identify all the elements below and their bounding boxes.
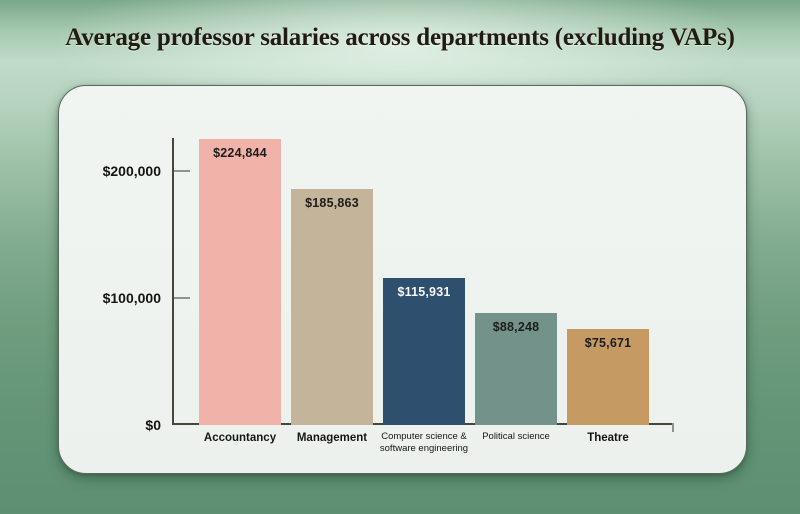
x-axis-category-label: Theatre — [587, 432, 629, 444]
y-axis-tick-label: $100,000 — [102, 290, 161, 306]
bar-value-label: $185,863 — [305, 196, 359, 210]
bar-value-label: $75,671 — [584, 336, 632, 350]
chart-title: Average professor salaries across depart… — [65, 24, 735, 51]
y-axis-tick-label: $200,000 — [102, 163, 161, 180]
x-axis-category-label: Management — [296, 432, 368, 444]
bar-value-label: $88,248 — [492, 320, 540, 334]
bar-value-label: $224,844 — [213, 146, 267, 160]
x-axis-category-label: Accountancy — [203, 432, 277, 444]
x-axis-category-label: Political science — [482, 431, 550, 442]
bar-chart: $0 $100,000 $200,000 $224,844 Accountancy $18… — [59, 86, 746, 473]
x-axis-category-label: Computer science & software engineering — [379, 431, 469, 454]
chart-card: $0 $100,000 $200,000 $224,844 Accountancy $18… — [58, 85, 747, 474]
bar-political-science: $88,248 — [475, 313, 557, 425]
y-axis-line — [172, 138, 174, 425]
y-tick-mark — [174, 297, 190, 299]
bar-management: $185,863 — [291, 189, 373, 425]
bar-value-label: $115,931 — [397, 285, 451, 299]
y-axis-tick-label: $0 — [145, 417, 161, 433]
x-axis-end-tick — [672, 423, 674, 432]
bar-accountancy: $224,844 — [199, 139, 281, 425]
bar-theatre: $75,671 — [567, 329, 649, 425]
bar-computer-science-software-engineering: $115,931 — [383, 278, 465, 425]
y-tick-mark — [174, 170, 190, 173]
